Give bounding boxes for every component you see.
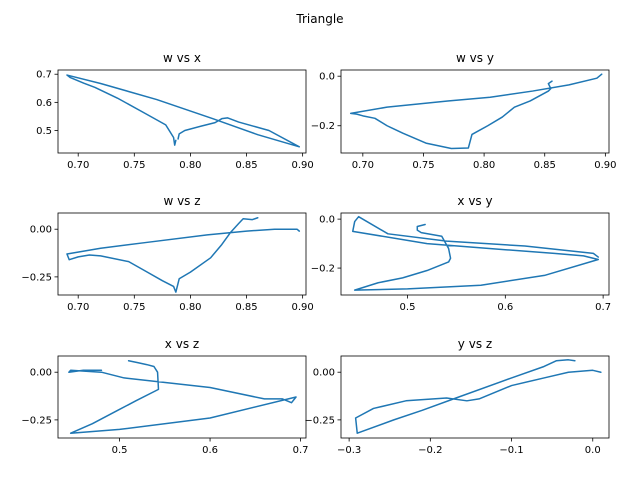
x-tick-label: 0.7 [293, 445, 309, 456]
subplot-title: w vs z [163, 194, 200, 208]
subplot-title: y vs z [458, 337, 492, 351]
y-tick-label: −0.25 [21, 415, 52, 426]
x-tick-label: 0.0 [585, 445, 601, 456]
x-tick-label: 0.70 [67, 302, 89, 313]
subplot-5: x vs z 0.5 0.6 0.7 −0.25 0.00 [21, 337, 308, 456]
y-tick-label: −0.2 [311, 121, 335, 132]
y-tick-label: 0.00 [30, 368, 52, 379]
subplot-title: x vs y [457, 194, 492, 208]
subplot-title: w vs y [456, 51, 494, 65]
x-tick-label: 0.80 [179, 302, 201, 313]
series-line-1 [349, 73, 603, 150]
subplot-3: w vs z 0.70 0.75 0.80 0.85 0.90 −0.25 0.00 [21, 194, 313, 313]
x-tick-label: 0.80 [179, 160, 201, 171]
y-tick-label: −0.25 [304, 415, 335, 426]
x-tick-label: 0.75 [123, 302, 145, 313]
subplots: w vs x0.70 0.75 0.80 0.85 0.900.50.60.7w vs … [21, 51, 616, 456]
x-tick-label: 0.90 [292, 160, 314, 171]
subplot-4: x vs y 0.5 0.6 0.7 −0.2 0.0 [311, 194, 611, 313]
axes-frame [340, 69, 610, 154]
axes-frame [57, 69, 307, 154]
series-line-1 [66, 217, 301, 293]
y-tick-label: 0.6 [36, 98, 52, 109]
y-tick-label: 0.0 [319, 215, 335, 226]
y-tick-label: 0.00 [30, 225, 52, 236]
y-tick-label: 0.00 [313, 368, 335, 379]
x-tick-label: 0.85 [235, 302, 257, 313]
y-tick-label: −0.2 [311, 264, 335, 275]
x-tick-label: 0.5 [112, 445, 128, 456]
x-tick-label: 0.85 [235, 160, 257, 171]
subplot-title: w vs x [163, 51, 201, 65]
y-tick-label: 0.0 [319, 72, 335, 83]
x-tick-label: 0.70 [67, 160, 89, 171]
axes-frame [340, 355, 610, 439]
x-tick-label: 0.75 [123, 160, 145, 171]
x-tick-label: 0.6 [497, 302, 513, 313]
subplot-6: y vs z −0.3 −0.2 −0.1 0.0 −0.25 0.00 [304, 337, 610, 456]
series-line-1 [66, 74, 301, 148]
axes-frame [57, 355, 307, 439]
x-tick-label: 0.80 [473, 160, 495, 171]
axes-frame [340, 212, 610, 296]
x-tick-label: −0.1 [499, 445, 523, 456]
x-tick-label: 0.75 [412, 160, 434, 171]
x-tick-label: 0.70 [352, 160, 374, 171]
x-tick-label: 0.90 [594, 160, 616, 171]
y-tick-label: 0.7 [36, 70, 52, 81]
y-tick-label: −0.25 [21, 272, 52, 283]
x-tick-label: 0.90 [292, 302, 314, 313]
y-tick-label: 0.5 [36, 126, 52, 137]
x-tick-label: −0.2 [418, 445, 442, 456]
series-line-1 [68, 360, 297, 434]
x-tick-label: 0.6 [202, 445, 218, 456]
subplot-1: w vs x 0.70 0.75 0.80 0.85 0.90 0.5 0.6 0.7 [36, 51, 314, 171]
figure-title: Triangle [295, 12, 343, 26]
subplot-title: x vs z [165, 337, 199, 351]
x-tick-label: −0.3 [337, 445, 361, 456]
axes-frame [57, 212, 307, 296]
series-line-1 [351, 215, 599, 291]
x-tick-label: 0.7 [595, 302, 611, 313]
x-tick-label: 0.85 [534, 160, 556, 171]
x-tick-label: 0.5 [400, 302, 416, 313]
subplot-2: w vs y 0.70 0.75 0.80 0.85 0.90 −0.2 0.0 [311, 51, 617, 171]
series-line-1 [354, 359, 602, 434]
